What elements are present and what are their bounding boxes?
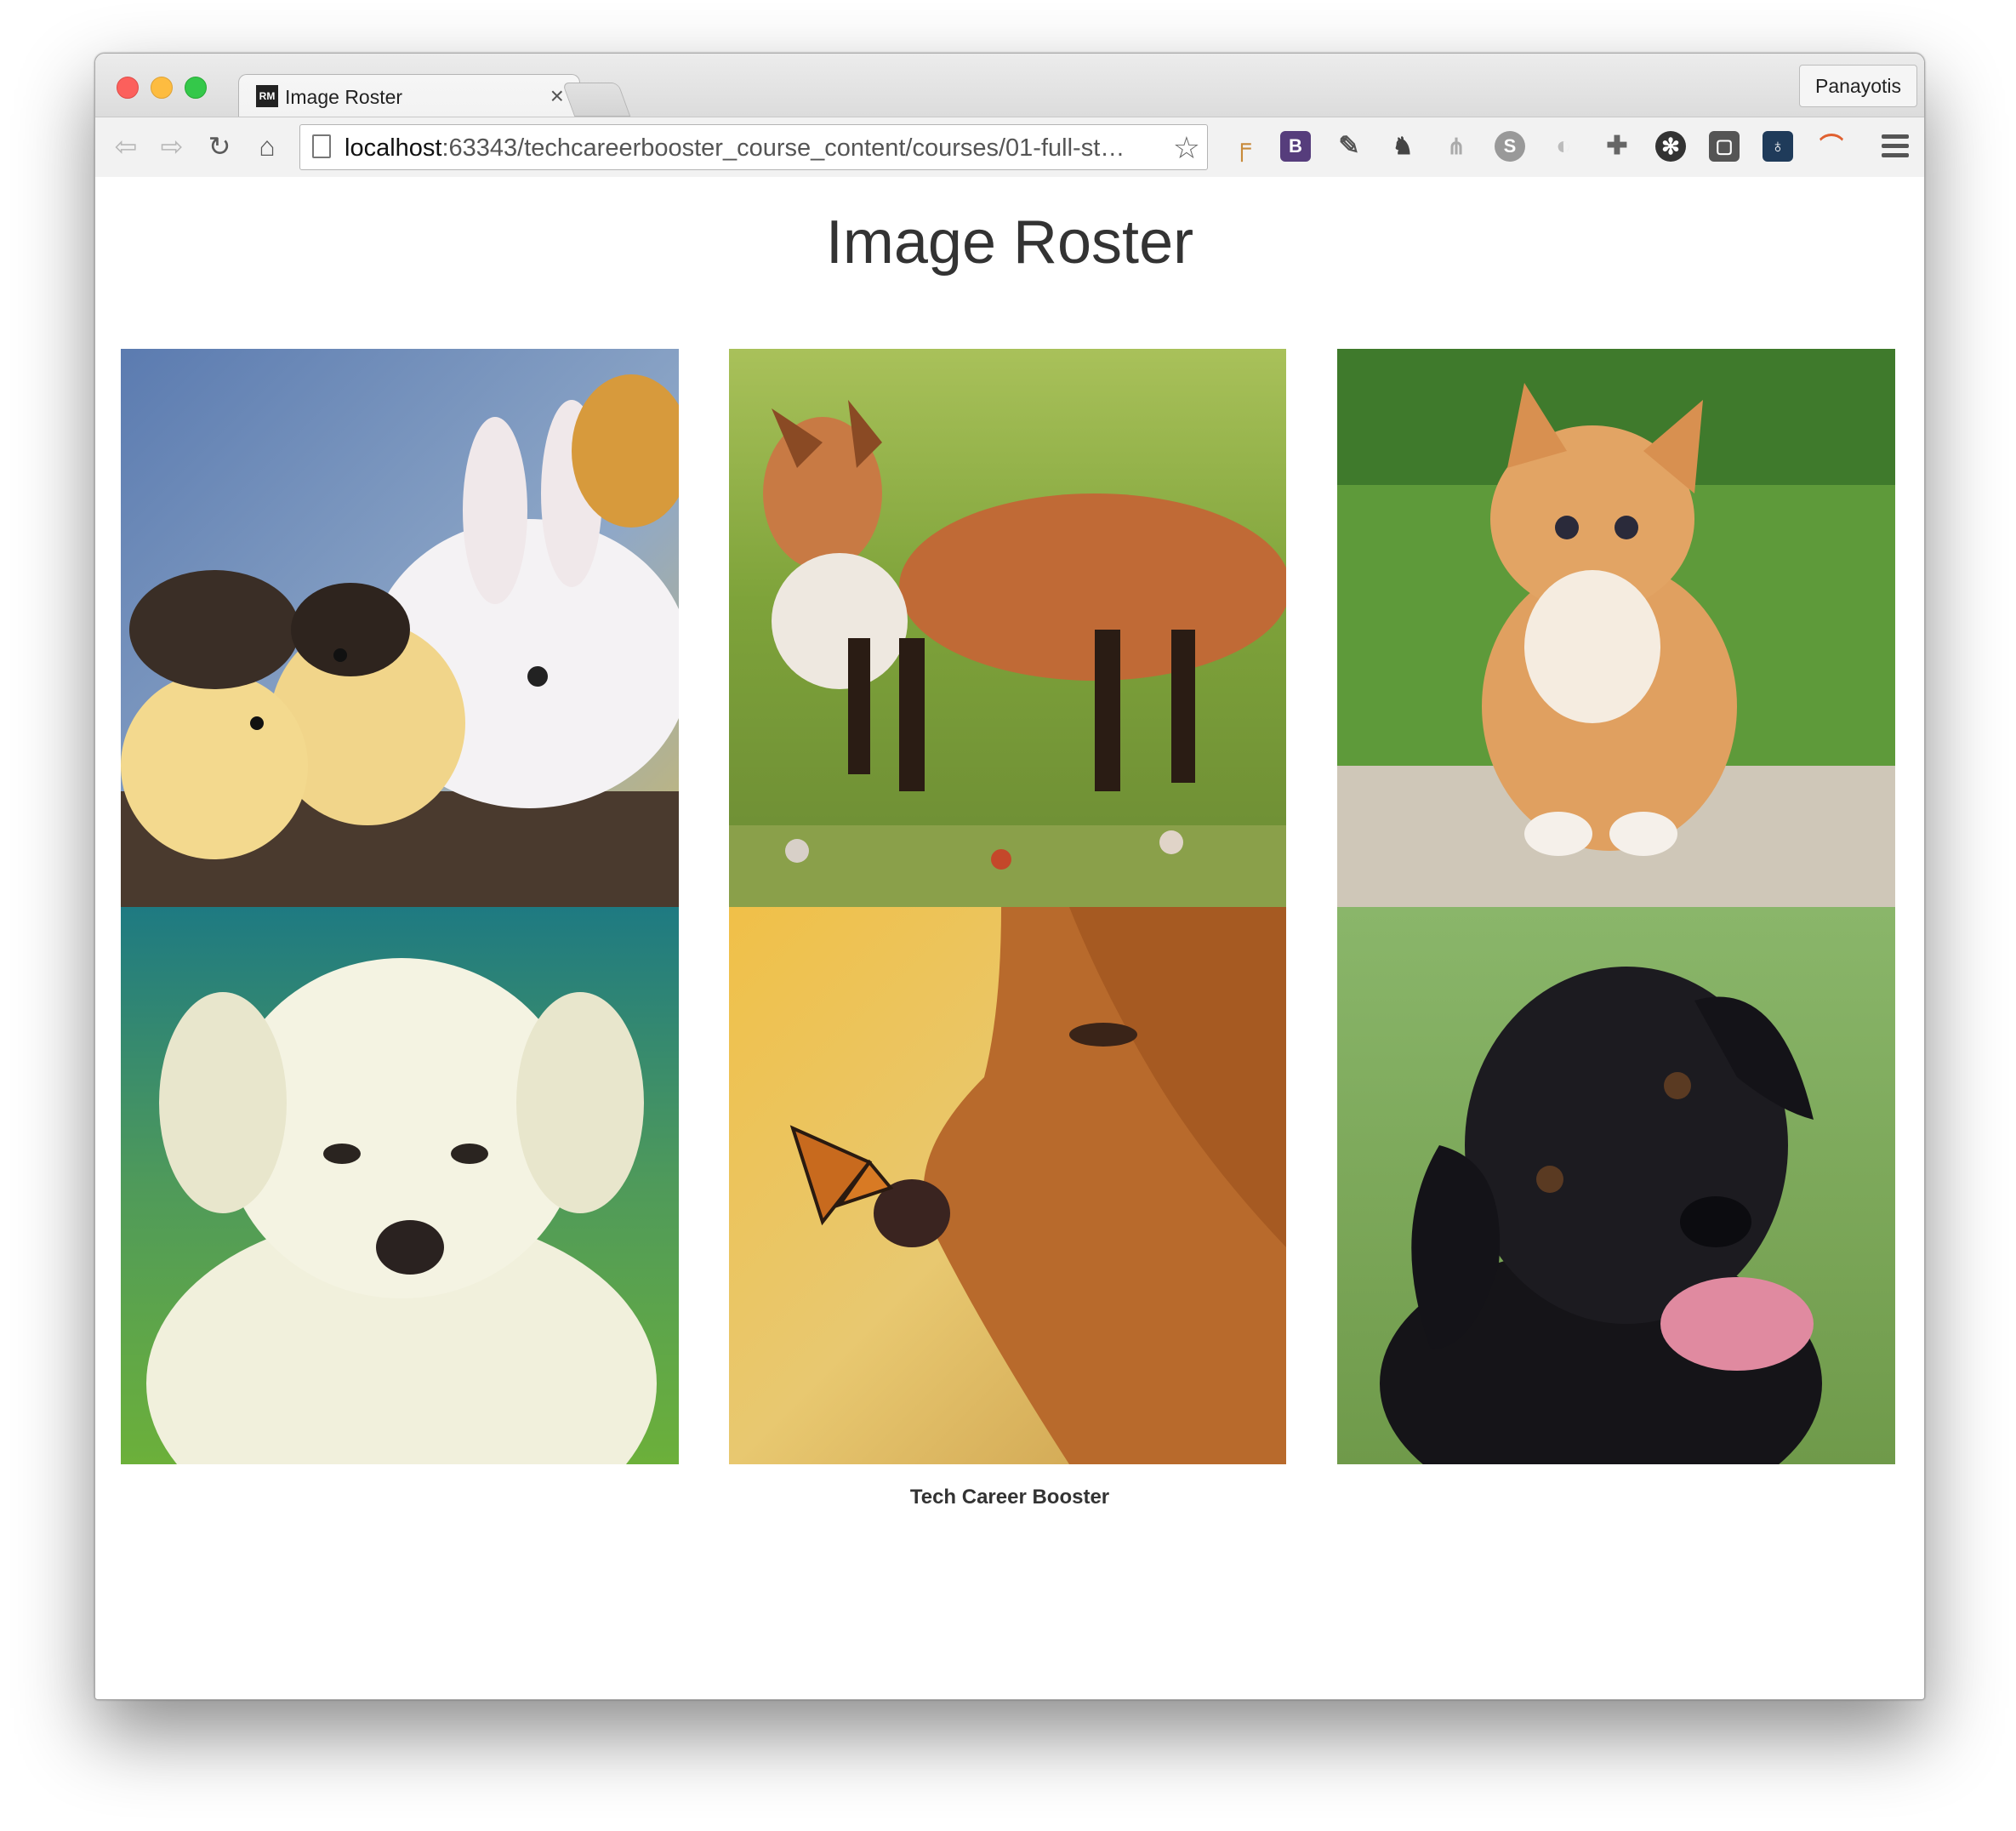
- url-text: localhost:63343/techcareerbooster_course…: [345, 134, 1125, 163]
- favicon-icon: RM: [256, 85, 278, 107]
- image-fox: [729, 349, 1286, 907]
- new-tab-button[interactable]: [561, 83, 631, 117]
- home-icon[interactable]: ⌂: [259, 131, 276, 162]
- sitemap-icon[interactable]: ⋔: [1447, 134, 1466, 159]
- skype-icon[interactable]: S: [1495, 131, 1525, 162]
- page-icon: [312, 134, 331, 158]
- evernote-icon[interactable]: ♞: [1392, 133, 1414, 159]
- bookmark-star-icon[interactable]: ☆: [1172, 130, 1200, 165]
- lock-icon[interactable]: ♁: [1763, 131, 1793, 162]
- puzzle-icon[interactable]: ✚: [1606, 132, 1628, 160]
- close-icon[interactable]: ×: [550, 83, 564, 109]
- image-kitten: [1337, 349, 1895, 907]
- back-arrow-icon[interactable]: ⇦: [114, 131, 138, 162]
- menu-icon[interactable]: [1882, 134, 1909, 158]
- tab-image-roster[interactable]: RM Image Roster ×: [238, 74, 580, 119]
- tab-title: Image Roster: [285, 86, 403, 108]
- rainbow-icon[interactable]: ⌒: [1819, 133, 1843, 159]
- url-host: localhost: [345, 134, 442, 162]
- title-bar: RM Image Roster × Panayotis: [95, 54, 1924, 119]
- eyedropper-icon[interactable]: ✎: [1338, 132, 1360, 160]
- image-dog-butterfly: [729, 907, 1286, 1464]
- profile-button[interactable]: Panayotis: [1798, 65, 1917, 107]
- reload-icon[interactable]: ↻: [208, 131, 231, 162]
- image-white-puppy: [121, 907, 679, 1464]
- swirl-icon[interactable]: ◐: [1555, 132, 1572, 160]
- aperture-icon[interactable]: ✻: [1655, 131, 1686, 162]
- browser-toolbar: ⇦ ⇨ ↻ ⌂ localhost:63343/techcareerbooste…: [95, 117, 1924, 178]
- window-icon[interactable]: ▢: [1709, 131, 1740, 162]
- minimize-window-button[interactable]: [151, 77, 173, 99]
- url-path: :63343/techcareerbooster_course_content/…: [441, 134, 1125, 162]
- page-title: Image Roster: [825, 208, 1194, 277]
- footer-text: Tech Career Booster: [909, 1486, 1110, 1509]
- forward-arrow-icon[interactable]: ⇨: [160, 131, 184, 162]
- bootstrap-icon[interactable]: B: [1280, 131, 1311, 162]
- image-chicks-rabbit: [121, 349, 679, 907]
- maximize-window-button[interactable]: [185, 77, 207, 99]
- image-black-labrador: [1337, 907, 1895, 1464]
- page-content: Image Roster: [95, 177, 1924, 1699]
- browser-window: RM Image Roster × Panayotis ⇦ ⇨ ↻ ⌂ loca…: [94, 53, 1925, 1700]
- bookmark-icon[interactable]: ╒: [1233, 132, 1251, 160]
- address-bar[interactable]: localhost:63343/techcareerbooster_course…: [299, 124, 1208, 170]
- close-window-button[interactable]: [117, 77, 139, 99]
